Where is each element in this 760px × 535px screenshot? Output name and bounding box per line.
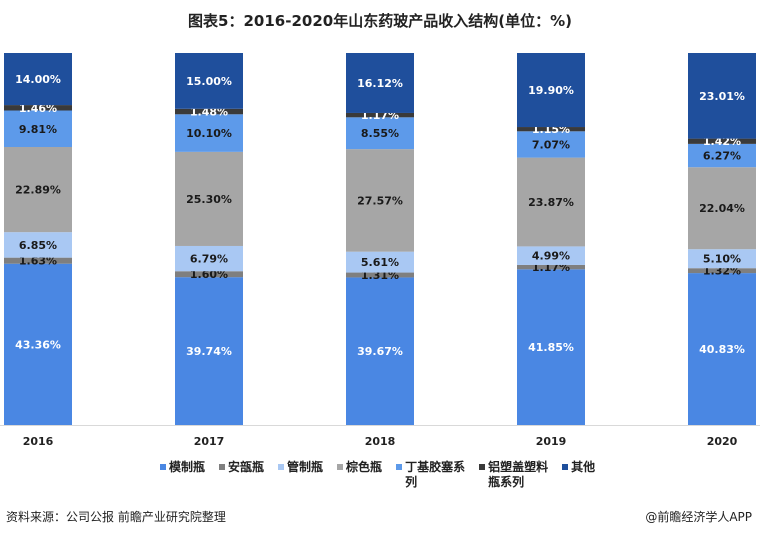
legend-item: 管制瓶	[278, 460, 323, 490]
data-label: 40.83%	[699, 343, 745, 356]
bar-segment	[4, 232, 72, 258]
legend-swatch	[219, 464, 226, 470]
legend-label: 棕色瓶	[346, 460, 383, 474]
legend-label: 管制瓶	[287, 460, 324, 474]
data-label: 10.10%	[186, 127, 232, 140]
data-label: 16.12%	[357, 77, 403, 90]
source-note: 资料来源：公司公报 前瞻产业研究院整理	[6, 510, 226, 524]
bar-segment	[346, 112, 414, 118]
chart-title: 图表5：2016-2020年山东药玻产品收入结构(单位：%)	[188, 12, 572, 30]
bar-segment	[4, 263, 72, 425]
brand-watermark: @前瞻经济学人APP	[645, 510, 752, 524]
x-tick-label: 2019	[536, 435, 567, 448]
bar-segment	[688, 53, 756, 139]
data-label: 9.81%	[19, 123, 57, 136]
bar-segment	[4, 105, 72, 111]
bar-segment	[175, 277, 243, 425]
legend-item: 其他	[562, 460, 595, 490]
bar-segment	[688, 138, 756, 144]
legend-label: 安瓿瓶	[228, 460, 265, 474]
legend-swatch	[562, 464, 569, 470]
data-label: 4.99%	[532, 250, 570, 263]
legend-item: 安瓿瓶	[219, 460, 264, 490]
data-label: 39.74%	[186, 345, 232, 358]
bar-segment	[175, 151, 243, 246]
bar-segment	[4, 110, 72, 148]
bar-segment	[517, 246, 585, 265]
data-label: 27.57%	[357, 194, 403, 207]
data-label: 6.79%	[190, 253, 228, 266]
bar-segment	[346, 53, 414, 113]
data-label: 1.63%	[19, 255, 57, 268]
x-tick-label: 2017	[194, 435, 225, 448]
bar-segment	[688, 167, 756, 250]
bar-segment	[4, 53, 72, 106]
bar-segment	[688, 143, 756, 168]
data-label: 5.10%	[703, 253, 741, 266]
bar-segment	[346, 149, 414, 252]
legend-item: 棕色瓶	[337, 460, 382, 490]
legend-swatch	[396, 464, 403, 470]
data-label: 22.04%	[699, 202, 745, 215]
bar-segment	[517, 127, 585, 132]
bar-segment	[517, 264, 585, 270]
x-tick-label: 2020	[707, 435, 738, 448]
data-label: 41.85%	[528, 341, 574, 354]
bar-segment	[346, 277, 414, 425]
bar-segment	[175, 53, 243, 109]
legend-swatch	[479, 464, 486, 470]
bar-segment	[517, 269, 585, 425]
x-tick-label: 2018	[365, 435, 396, 448]
legend: 模制瓶 安瓿瓶 管制瓶 棕色瓶 丁基胶塞系列 铝塑盖塑料瓶系列 其他	[160, 460, 595, 490]
data-label: 5.61%	[361, 256, 399, 269]
bar-segment	[175, 108, 243, 115]
bar-segment	[346, 117, 414, 150]
data-label: 6.85%	[19, 239, 57, 252]
data-label: 6.27%	[703, 150, 741, 163]
legend-swatch	[160, 464, 166, 470]
bar-segment	[4, 147, 72, 233]
data-label: 23.01%	[699, 90, 745, 103]
legend-label: 丁基胶塞系列	[405, 460, 466, 489]
legend-item: 模制瓶	[160, 460, 205, 490]
data-label: 22.89%	[15, 184, 61, 197]
bar-segment	[688, 268, 756, 274]
bar-segment	[4, 257, 72, 264]
stacked-bar-chart: 43.36%1.63%6.85%22.89%9.81%1.46%14.00%20…	[0, 53, 760, 448]
data-label: 8.55%	[361, 127, 399, 140]
bar-segment	[175, 114, 243, 152]
data-label: 19.90%	[528, 84, 574, 97]
bar-segment	[517, 157, 585, 247]
x-tick-label: 2016	[23, 435, 54, 448]
data-label: 15.00%	[186, 75, 232, 88]
bar-segment	[175, 271, 243, 278]
data-label: 23.87%	[528, 196, 574, 209]
data-label: 1.48%	[190, 106, 228, 119]
legend-label: 模制瓶	[169, 460, 206, 474]
legend-swatch	[278, 464, 285, 470]
bar-segment	[688, 249, 756, 269]
legend-swatch	[337, 464, 344, 470]
bar-segment	[175, 245, 243, 272]
data-label: 7.07%	[532, 138, 570, 151]
bar-segment	[517, 53, 585, 128]
legend-item: 铝塑盖塑料瓶系列	[479, 460, 548, 490]
bar-segment	[346, 251, 414, 273]
bar-segment	[346, 272, 414, 278]
bar-segment	[688, 273, 756, 425]
legend-label: 其他	[571, 460, 596, 474]
legend-item: 丁基胶塞系列	[396, 460, 465, 490]
data-label: 14.00%	[15, 73, 61, 86]
data-label: 1.60%	[190, 268, 228, 281]
data-label: 39.67%	[357, 345, 403, 358]
legend-label: 铝塑盖塑料瓶系列	[488, 460, 549, 489]
data-label: 43.36%	[15, 338, 61, 351]
data-label: 25.30%	[186, 193, 232, 206]
bar-segment	[517, 131, 585, 158]
